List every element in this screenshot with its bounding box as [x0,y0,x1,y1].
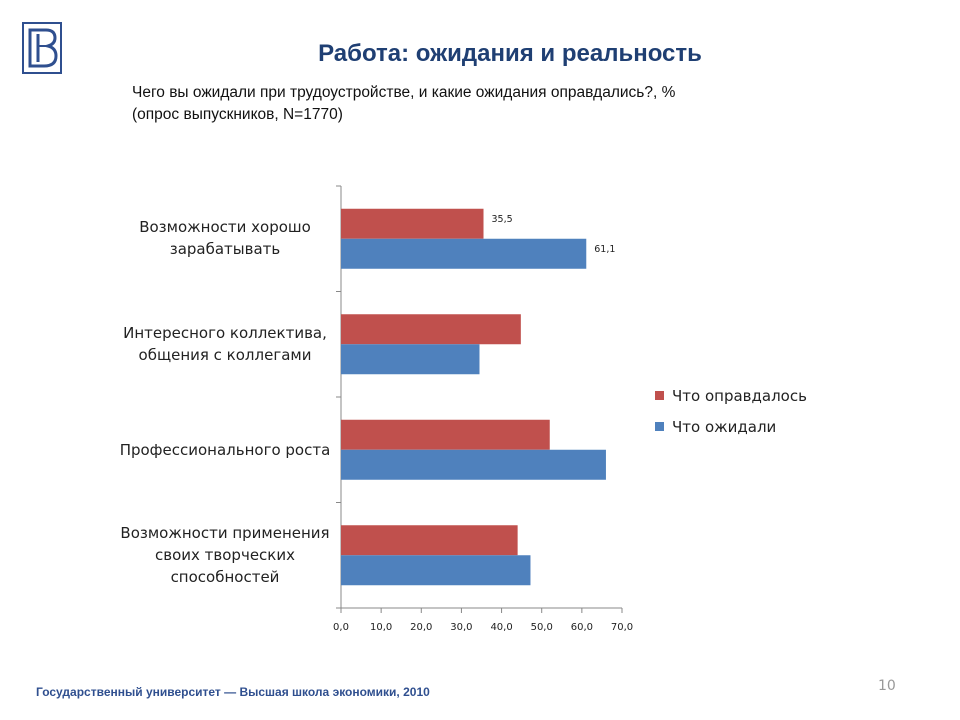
x-tick-label: 40,0 [490,622,512,633]
chart-subtitle: Чего вы ожидали при трудоустройстве, и к… [132,82,832,126]
x-tick-label: 0,0 [333,622,349,633]
page-number: 10 [878,678,896,694]
x-tick-label: 60,0 [571,622,593,633]
x-tick-label: 10,0 [370,622,392,633]
legend-swatch-expected [655,422,664,431]
page-title: Работа: ожидания и реальность [318,40,702,67]
category-label-creativity: Возможности применения своих творческих … [120,524,330,586]
category-label-earnings: Возможности хорошо зарабатывать [139,218,311,258]
bar-expected [341,344,480,375]
bar-expected [341,449,606,480]
data-label-expected: 61,1 [594,244,615,255]
legend-label-justified: Что оправдалось [672,386,807,405]
x-tick-label: 20,0 [410,622,432,633]
subtitle-line-2: (опрос выпускников, N=1770) [132,106,343,123]
hse-logo-icon [22,22,62,74]
legend-swatch-justified [655,391,664,400]
bar-justified [341,525,518,556]
bar-justified [341,419,550,450]
x-tick-label: 70,0 [611,622,633,633]
x-tick-label: 30,0 [450,622,472,633]
x-tick-label: 50,0 [531,622,553,633]
subtitle-line-1: Чего вы ожидали при трудоустройстве, и к… [132,84,676,101]
bar-expected [341,238,587,269]
footer-text: Государственный университет — Высшая шко… [36,685,430,699]
bar-justified [341,208,484,239]
chart-legend: Что оправдалось Что ожидали [655,380,807,442]
data-label-justified: 35,5 [492,214,513,225]
bar-expected [341,555,531,586]
category-label-team: Интересного коллектива, общения с коллег… [123,324,327,364]
category-label-growth: Профессионального роста [119,441,331,459]
legend-label-expected: Что ожидали [672,417,777,436]
bar-justified [341,314,521,345]
legend-item-justified: Что оправдалось [655,380,807,411]
legend-item-expected: Что ожидали [655,411,807,442]
